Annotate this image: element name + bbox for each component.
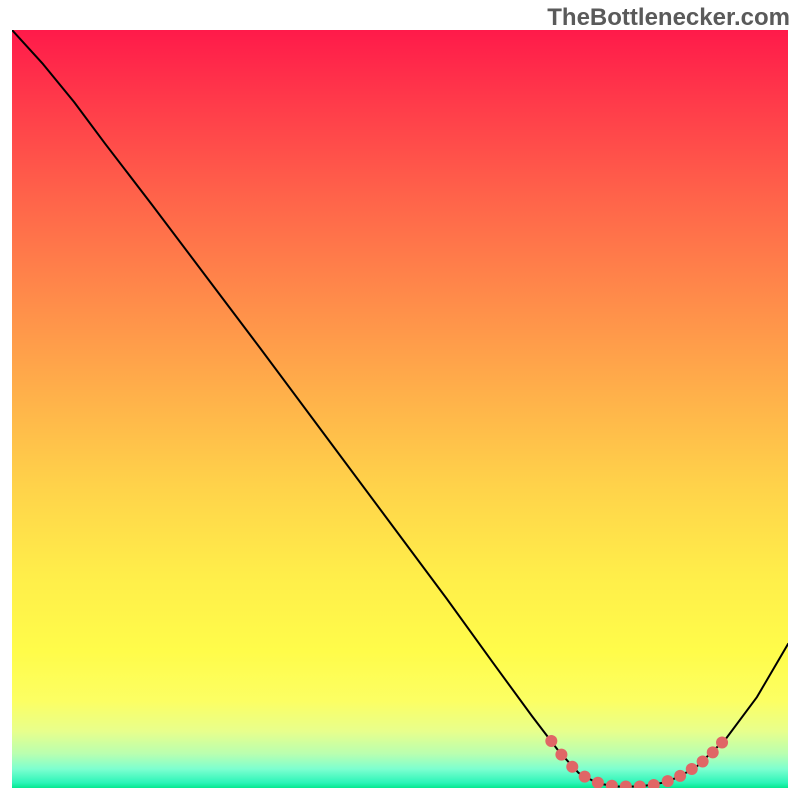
marker-point [697,755,709,767]
marker-point [545,735,557,747]
chart-container: TheBottlenecker.com [0,0,800,800]
marker-point [555,749,567,761]
plot-area [12,30,788,788]
marker-point [662,775,674,787]
plot-svg [12,30,788,788]
marker-point [566,761,578,773]
attribution-text: TheBottlenecker.com [547,4,790,32]
gradient-background [12,30,788,788]
marker-point [707,746,719,758]
marker-point [716,737,728,749]
marker-point [686,763,698,775]
marker-point [579,771,591,783]
marker-point [674,770,686,782]
